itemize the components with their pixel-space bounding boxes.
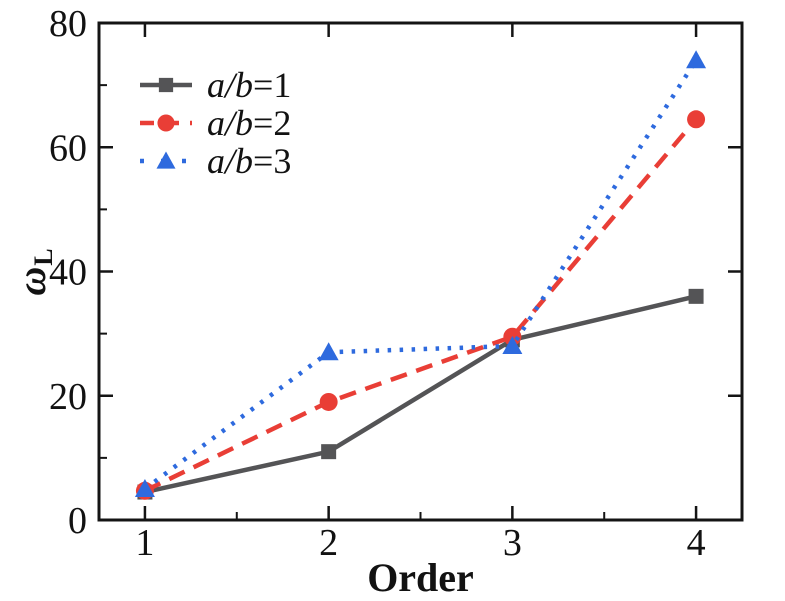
marker-triangle (134, 478, 155, 497)
marker-triangle (156, 151, 176, 169)
series-line-square (144, 294, 697, 495)
y-tick-label: 60 (49, 127, 87, 169)
legend-item: a/b=1 (139, 66, 291, 104)
legend-label-value: =3 (253, 141, 292, 181)
legend-sample-triangle (140, 151, 192, 169)
x-axis-label: Order (367, 555, 474, 600)
legend-label-value: =2 (253, 103, 292, 143)
legend-label-value: =1 (253, 65, 292, 105)
legend-label-variable: a/b (207, 103, 254, 143)
marker-circle (687, 110, 706, 129)
legend-label: a/b=2 (207, 104, 291, 142)
y-tick-label: 0 (68, 500, 87, 542)
y-tick-label: 40 (49, 252, 87, 294)
legend: a/b=1 a/b=2 a/b=3 (139, 66, 291, 180)
legend-label-variable: a/b (207, 65, 254, 105)
marker-square (688, 288, 704, 304)
marker-square (321, 444, 337, 460)
x-tick-label: 3 (503, 522, 522, 564)
marker-circle (319, 392, 338, 411)
y-tick-label: 80 (49, 3, 87, 45)
legend-label: a/b=1 (207, 66, 291, 104)
legend-item: a/b=3 (139, 142, 291, 180)
y-tick-label: 20 (49, 376, 87, 418)
marker-triangle (686, 50, 707, 69)
legend-item: a/b=2 (139, 104, 291, 142)
legend-sample-square (140, 77, 192, 93)
series-line-circle (143, 117, 698, 493)
marker-triangle (318, 342, 339, 361)
y-axis-label-omega: ω (9, 266, 54, 296)
legend-label: a/b=3 (207, 142, 291, 180)
x-tick-label: 2 (319, 522, 338, 564)
marker-square (158, 77, 174, 93)
legend-label-variable: a/b (207, 141, 254, 181)
x-tick-label: 1 (135, 522, 154, 564)
marker-triangle (502, 336, 523, 355)
marker-circle (157, 114, 175, 132)
y-axis-label: ωL (7, 222, 58, 322)
legend-sample-circle (140, 114, 192, 132)
y-axis-label-subscript: L (29, 248, 58, 266)
plot-border (97, 21, 744, 522)
x-tick-label: 4 (687, 522, 706, 564)
